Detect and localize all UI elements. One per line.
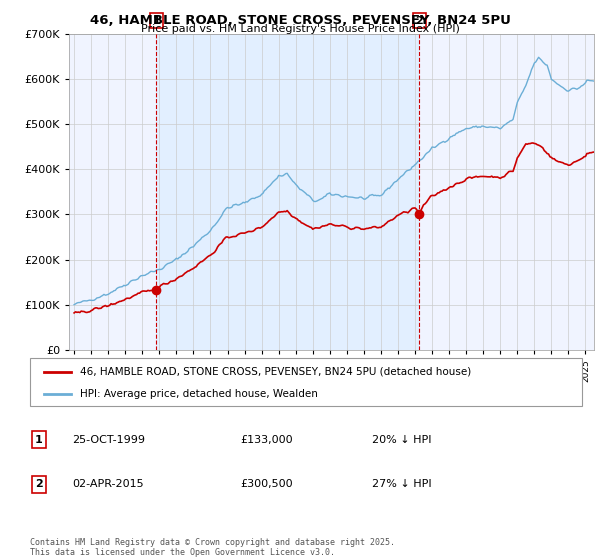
Text: 2: 2 (415, 16, 423, 26)
Text: 1: 1 (152, 16, 160, 26)
Text: 2: 2 (35, 479, 43, 489)
Text: 27% ↓ HPI: 27% ↓ HPI (372, 479, 431, 489)
Text: 46, HAMBLE ROAD, STONE CROSS, PEVENSEY, BN24 5PU (detached house): 46, HAMBLE ROAD, STONE CROSS, PEVENSEY, … (80, 367, 471, 377)
Text: Contains HM Land Registry data © Crown copyright and database right 2025.
This d: Contains HM Land Registry data © Crown c… (30, 538, 395, 557)
Text: 46, HAMBLE ROAD, STONE CROSS, PEVENSEY, BN24 5PU: 46, HAMBLE ROAD, STONE CROSS, PEVENSEY, … (89, 14, 511, 27)
Text: 25-OCT-1999: 25-OCT-1999 (72, 435, 145, 445)
Text: £133,000: £133,000 (240, 435, 293, 445)
Text: HPI: Average price, detached house, Wealden: HPI: Average price, detached house, Weal… (80, 389, 317, 399)
Text: 02-APR-2015: 02-APR-2015 (72, 479, 143, 489)
FancyBboxPatch shape (30, 358, 582, 406)
Bar (156, 34, 419, 350)
Text: 20% ↓ HPI: 20% ↓ HPI (372, 435, 431, 445)
Text: 1: 1 (35, 435, 43, 445)
Text: Price paid vs. HM Land Registry's House Price Index (HPI): Price paid vs. HM Land Registry's House … (140, 24, 460, 34)
Text: £300,500: £300,500 (240, 479, 293, 489)
